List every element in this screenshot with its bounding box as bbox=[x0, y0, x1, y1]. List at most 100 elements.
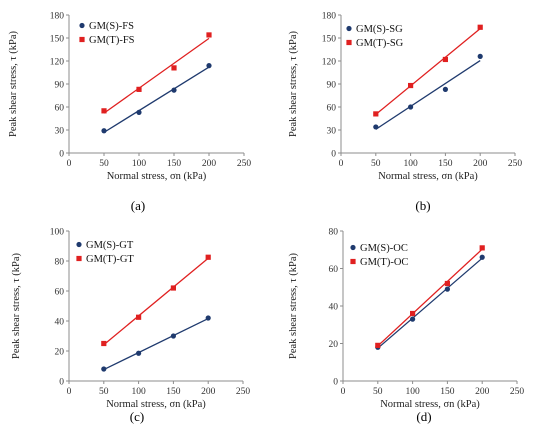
y-tick-label: 90 bbox=[327, 81, 337, 91]
x-axis-title: Normal stress, σn (kPa) bbox=[106, 399, 206, 410]
x-tick-label: 250 bbox=[508, 159, 523, 169]
trendline-gm(s)-oc bbox=[377, 257, 483, 349]
legend-label: GM(T)-SG bbox=[356, 38, 404, 49]
data-point bbox=[410, 316, 416, 322]
x-axis-title: Normal stress, σn (kPa) bbox=[107, 171, 207, 182]
legend-label: GM(T)-GT bbox=[86, 254, 134, 265]
legend-label: GM(T)-OC bbox=[360, 257, 408, 268]
legend-marker bbox=[79, 36, 85, 43]
y-axis-title: Peak shear stress, τ (kPa) bbox=[8, 31, 19, 137]
data-point bbox=[375, 342, 381, 348]
y-tick-label: 40 bbox=[55, 318, 65, 328]
data-point bbox=[170, 333, 176, 339]
panel-label: (c) bbox=[130, 409, 144, 424]
y-tick-label: 0 bbox=[59, 150, 64, 160]
data-point bbox=[373, 124, 379, 130]
data-point bbox=[408, 82, 414, 89]
y-tick-label: 150 bbox=[50, 35, 65, 45]
data-point bbox=[205, 254, 211, 260]
chart-panel: 0 50 100 150 200 250 0 30 60 90 120 150 180 Normal st… bbox=[288, 12, 522, 214]
x-tick-label: 100 bbox=[132, 159, 147, 169]
legend-marker bbox=[350, 258, 356, 265]
data-point bbox=[170, 285, 176, 291]
x-tick-label: 0 bbox=[341, 387, 346, 397]
x-tick-label: 100 bbox=[405, 387, 420, 397]
x-tick-label: 150 bbox=[167, 159, 182, 169]
data-point bbox=[206, 63, 212, 69]
data-point bbox=[171, 87, 177, 93]
data-point bbox=[444, 280, 450, 287]
panel-label: (a) bbox=[131, 198, 145, 213]
trendline-gm(s)-sg bbox=[375, 59, 481, 130]
trendline-gm(t)-oc bbox=[377, 248, 483, 347]
data-point bbox=[442, 56, 448, 63]
y-axis-title: Peak shear stress, τ (kPa) bbox=[288, 253, 299, 359]
data-point bbox=[373, 111, 379, 117]
y-tick-label: 80 bbox=[329, 228, 339, 238]
trendline-gm(t)-sg bbox=[375, 28, 481, 115]
y-tick-label: 60 bbox=[55, 104, 65, 114]
data-point bbox=[205, 315, 211, 321]
legend-marker bbox=[79, 22, 85, 29]
x-tick-label: 250 bbox=[236, 387, 251, 397]
x-tick-label: 150 bbox=[440, 387, 455, 397]
data-point bbox=[136, 109, 142, 115]
x-tick-label: 100 bbox=[131, 387, 146, 397]
data-point bbox=[479, 254, 485, 260]
y-tick-label: 40 bbox=[329, 303, 339, 313]
x-axis-title: Normal stress, σn (kPa) bbox=[378, 171, 478, 182]
x-tick-label: 150 bbox=[438, 159, 453, 169]
x-tick-label: 50 bbox=[99, 387, 109, 397]
data-point bbox=[101, 108, 107, 114]
x-tick-label: 100 bbox=[403, 159, 418, 169]
y-tick-label: 0 bbox=[331, 150, 336, 160]
trendline-gm(t)-gt bbox=[103, 257, 209, 346]
y-tick-label: 180 bbox=[322, 12, 337, 22]
y-tick-label: 20 bbox=[55, 348, 65, 358]
trendline-gm(s)-gt bbox=[103, 317, 209, 371]
y-tick-label: 60 bbox=[327, 104, 337, 114]
legend-marker bbox=[350, 244, 356, 251]
data-point bbox=[442, 86, 448, 92]
data-point bbox=[206, 32, 212, 38]
y-tick-label: 180 bbox=[50, 12, 65, 22]
x-tick-label: 250 bbox=[510, 387, 525, 397]
legend-marker bbox=[346, 25, 352, 32]
trendline-gm(t)-fs bbox=[103, 37, 210, 114]
x-tick-label: 50 bbox=[99, 159, 109, 169]
data-point bbox=[101, 340, 107, 347]
data-point bbox=[410, 310, 416, 317]
trendline-gm(s)-fs bbox=[103, 66, 210, 133]
legend-label: GM(T)-FS bbox=[89, 35, 135, 46]
x-tick-label: 200 bbox=[202, 159, 217, 169]
y-tick-label: 30 bbox=[55, 127, 65, 137]
y-tick-label: 80 bbox=[55, 258, 65, 268]
x-tick-label: 200 bbox=[475, 387, 490, 397]
y-tick-label: 60 bbox=[55, 288, 65, 298]
x-tick-label: 200 bbox=[201, 387, 216, 397]
legend-label: GM(S)-FS bbox=[89, 21, 134, 32]
x-axis-title: Normal stress, σn (kPa) bbox=[380, 399, 480, 410]
legend-label: GM(S)-OC bbox=[360, 243, 408, 254]
y-tick-label: 0 bbox=[59, 378, 64, 388]
y-tick-label: 150 bbox=[322, 35, 337, 45]
x-tick-label: 0 bbox=[67, 387, 72, 397]
legend-label: GM(S)-SG bbox=[356, 24, 403, 35]
data-point bbox=[136, 350, 142, 356]
x-tick-label: 50 bbox=[371, 159, 381, 169]
legend-marker bbox=[76, 255, 82, 262]
y-tick-label: 100 bbox=[50, 228, 65, 238]
y-tick-label: 20 bbox=[329, 340, 339, 350]
data-point bbox=[444, 286, 450, 292]
y-tick-label: 90 bbox=[55, 81, 65, 91]
x-tick-label: 50 bbox=[373, 387, 383, 397]
chart-panel: 0 50 100 150 200 250 0 20 40 60 80 100 Normal stress… bbox=[11, 228, 250, 425]
x-tick-label: 150 bbox=[166, 387, 181, 397]
y-tick-label: 120 bbox=[322, 58, 337, 68]
data-point bbox=[101, 128, 107, 134]
x-tick-label: 0 bbox=[67, 159, 72, 169]
data-point bbox=[479, 245, 485, 251]
data-point bbox=[408, 104, 414, 110]
y-axis-title: Peak shear stress, τ (kPa) bbox=[11, 253, 22, 359]
